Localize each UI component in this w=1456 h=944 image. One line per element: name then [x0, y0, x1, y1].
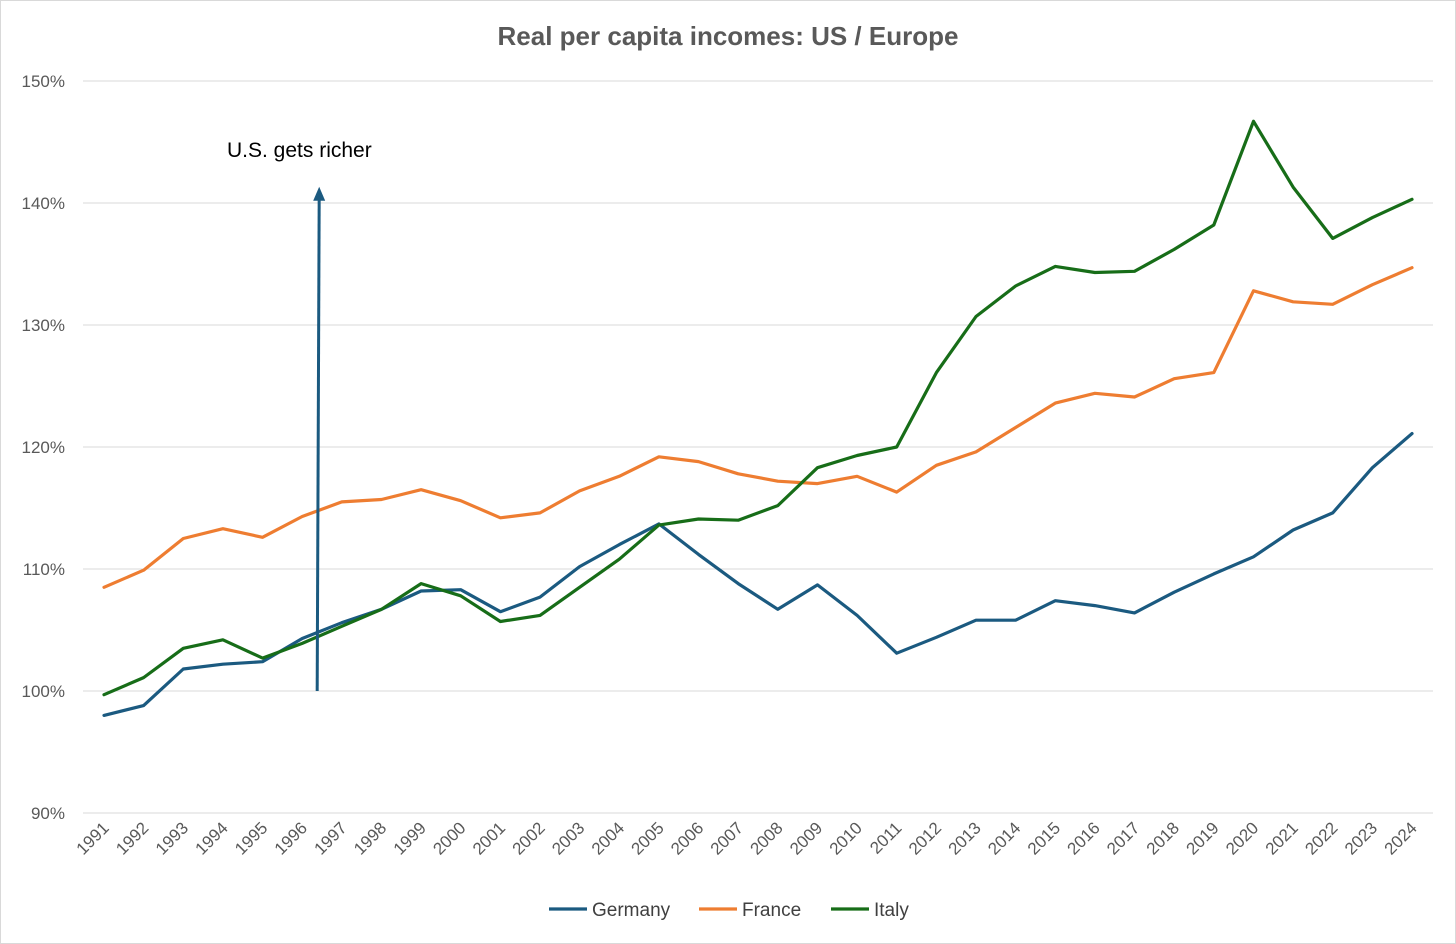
x-tick-label: 2017: [1103, 818, 1143, 858]
x-tick-label: 2001: [469, 818, 509, 858]
x-tick-label: 2003: [548, 818, 588, 858]
x-tick-label: 2010: [826, 818, 866, 858]
series-line-italy: [102, 119, 1414, 697]
x-tick-label: 2021: [1262, 818, 1302, 858]
legend-label: Italy: [874, 900, 909, 921]
x-tick-label: 2006: [667, 818, 707, 858]
annotation: U.S. gets richer: [227, 139, 372, 692]
x-tick-label: 2004: [588, 818, 628, 858]
annotation-arrow: [315, 198, 321, 692]
x-tick-label: 1991: [73, 818, 113, 858]
annotation-arrowhead: [313, 186, 326, 201]
x-tick-label: 2023: [1341, 818, 1381, 858]
gridlines: [83, 80, 1433, 814]
x-tick-label: 2020: [1222, 818, 1262, 858]
legend-label: France: [742, 900, 801, 921]
y-tick-label: 140%: [22, 194, 65, 213]
legend: Germany France Italy: [549, 900, 909, 921]
x-tick-label: 1992: [112, 818, 152, 858]
x-axis-tick-labels: 1991 1992 1993 1994 1995 1996 1997 1998 1999 2000…: [73, 818, 1421, 858]
x-tick-label: 2022: [1301, 818, 1341, 858]
x-tick-label: 1997: [310, 818, 350, 858]
x-tick-label: 1996: [271, 818, 311, 858]
series-line-germany: [102, 432, 1414, 718]
x-tick-label: 2016: [1064, 818, 1104, 858]
y-tick-label: 110%: [23, 560, 65, 579]
series-lines: [102, 119, 1414, 718]
y-tick-label: 90%: [31, 804, 65, 823]
y-axis-tick-labels: 90% 100% 110% 120% 130% 140% 150%: [22, 72, 65, 823]
x-tick-label: 2015: [1024, 818, 1064, 858]
x-tick-label: 1995: [231, 818, 271, 858]
y-tick-label: 120%: [22, 438, 65, 457]
x-tick-label: 1999: [390, 818, 430, 858]
x-tick-label: 1998: [350, 818, 390, 858]
y-tick-label: 100%: [22, 682, 65, 701]
x-tick-label: 2014: [984, 818, 1024, 858]
annotation-label: U.S. gets richer: [227, 139, 372, 162]
legend-label: Germany: [592, 900, 671, 921]
x-tick-label: 2000: [429, 818, 469, 858]
x-tick-label: 2009: [786, 818, 826, 858]
x-tick-label: 2024: [1381, 818, 1421, 858]
y-tick-label: 150%: [22, 72, 65, 91]
x-tick-label: 2002: [509, 818, 549, 858]
x-tick-label: 2019: [1182, 818, 1222, 858]
y-tick-label: 130%: [22, 316, 65, 335]
x-tick-label: 2013: [945, 818, 985, 858]
x-tick-label: 2011: [866, 818, 905, 857]
x-tick-label: 1993: [152, 818, 192, 858]
chart-title: Real per capita incomes: US / Europe: [498, 21, 959, 51]
x-tick-label: 2007: [707, 818, 747, 858]
x-tick-label: 2012: [905, 818, 945, 858]
series-line-france: [102, 266, 1414, 589]
x-tick-label: 1994: [192, 818, 232, 858]
x-tick-label: 2008: [746, 818, 786, 858]
x-tick-label: 2005: [628, 818, 668, 858]
x-tick-label: 2018: [1143, 818, 1183, 858]
